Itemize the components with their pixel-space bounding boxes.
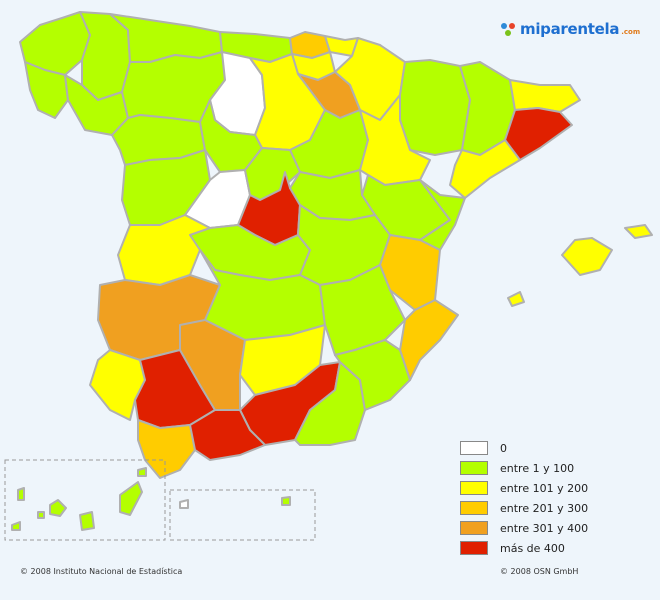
map-legend: 0 entre 1 y 100 entre 101 y 200 entre 201 y… <box>460 438 588 558</box>
province-malaga[interactable] <box>189 409 266 461</box>
province-cordoba[interactable] <box>179 319 246 411</box>
province-baleares-mallorca[interactable] <box>561 237 613 276</box>
legend-item: más de 400 <box>460 538 588 558</box>
province-valladolid[interactable] <box>199 99 263 173</box>
province-murcia[interactable] <box>334 339 411 411</box>
province-caceres[interactable] <box>117 214 211 286</box>
footer-credit-osn: © 2008 OSN GmbH <box>500 567 579 576</box>
legend-item: entre 1 y 100 <box>460 458 588 478</box>
legend-swatch <box>460 521 488 535</box>
legend-swatch <box>460 481 488 495</box>
canarias-inset-frame <box>4 459 166 541</box>
province-girona[interactable] <box>509 79 581 113</box>
province-zaragoza[interactable] <box>359 94 431 186</box>
ceuta-melilla-inset-frame <box>169 489 316 541</box>
province-cadiz[interactable] <box>137 419 196 479</box>
province-alicante[interactable] <box>399 299 459 381</box>
province-tarragona[interactable] <box>449 139 521 199</box>
legend-item: entre 301 y 400 <box>460 518 588 538</box>
legend-swatch <box>460 541 488 555</box>
province-baleares-menorca[interactable] <box>624 224 653 239</box>
legend-item: entre 201 y 300 <box>460 498 588 518</box>
province-almeria[interactable] <box>294 361 366 446</box>
legend-label: más de 400 <box>500 541 565 555</box>
footer-credit-ine: © 2008 Instituto Nacional de Estadística <box>20 567 183 576</box>
legend-swatch <box>460 501 488 515</box>
legend-item: entre 101 y 200 <box>460 478 588 498</box>
province-huesca[interactable] <box>399 59 471 156</box>
province-ceuta[interactable] <box>179 499 189 509</box>
legend-swatch <box>460 441 488 455</box>
legend-label: entre 101 y 200 <box>500 481 589 495</box>
legend-label: entre 301 y 400 <box>500 521 589 535</box>
province-las-palmas[interactable] <box>79 467 147 531</box>
legend-item: 0 <box>460 438 588 458</box>
province-albacete[interactable] <box>319 264 406 356</box>
province-pontevedra[interactable] <box>24 61 69 119</box>
legend-label: 0 <box>500 441 507 455</box>
province-baleares-ibiza[interactable] <box>507 291 525 307</box>
legend-swatch <box>460 461 488 475</box>
logo-text: miparentela <box>520 20 620 38</box>
legend-label: entre 1 y 100 <box>500 461 575 475</box>
logo-tld: .com <box>621 28 641 36</box>
province-santa-cruz-tenerife[interactable] <box>11 487 67 531</box>
miparentela-logo[interactable]: miparentela .com <box>500 20 640 38</box>
province-melilla[interactable] <box>281 496 291 506</box>
legend-label: entre 201 y 300 <box>500 501 589 515</box>
family-tree-icon <box>501 23 515 36</box>
province-castellon[interactable] <box>419 179 466 251</box>
